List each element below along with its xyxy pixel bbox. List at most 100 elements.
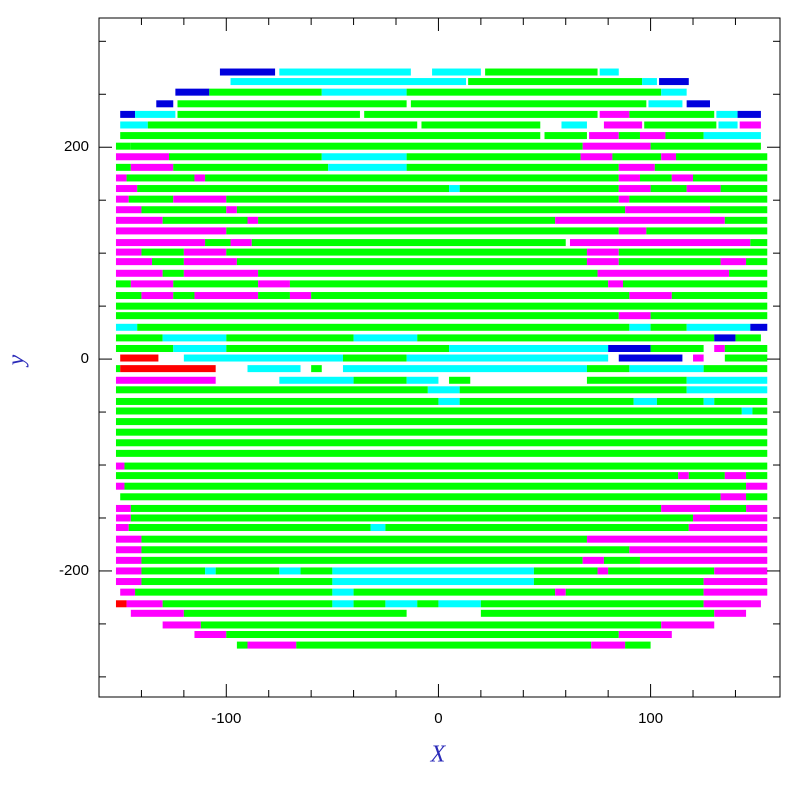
- stripe-segment: [120, 110, 136, 118]
- x-tick-label: -100: [211, 710, 241, 727]
- stripe-segment: [321, 88, 407, 96]
- stripe-segment: [618, 195, 630, 203]
- stripe-segment: [735, 334, 761, 342]
- stripe-segment: [236, 206, 626, 214]
- stripe-segment: [177, 100, 407, 108]
- stripe-segment: [661, 88, 687, 96]
- stripe-segment: [586, 248, 619, 256]
- stripe-segment: [648, 100, 683, 108]
- stripe-segment: [555, 588, 566, 596]
- stripe-segment: [432, 68, 481, 76]
- stripe-segment: [661, 153, 677, 161]
- stripe-segment: [646, 227, 768, 235]
- stripe-segment: [618, 248, 768, 256]
- stripe-segment: [258, 269, 598, 277]
- stripe-segment: [686, 185, 721, 193]
- stripe-segment: [130, 163, 174, 171]
- stripe-segment: [618, 312, 651, 320]
- stripe-segment: [438, 600, 481, 608]
- stripe-segment: [468, 78, 643, 86]
- stripe-segment: [332, 600, 354, 608]
- stripe-segment: [582, 142, 651, 150]
- stripe-segment: [417, 334, 715, 342]
- stripe-segment: [459, 185, 619, 193]
- stripe-segment: [162, 216, 248, 224]
- stripe-segment: [661, 504, 710, 512]
- stripe-segment: [693, 174, 768, 182]
- stripe-segment: [124, 462, 768, 470]
- stripe-segment: [162, 621, 201, 629]
- stripe-segment: [724, 344, 768, 352]
- stripe-segment: [215, 567, 280, 575]
- stripe-segment: [120, 132, 541, 140]
- stripe-segment: [115, 174, 127, 182]
- stripe-segment: [421, 121, 541, 129]
- stripe-segment: [737, 110, 761, 118]
- x-tick-label: 100: [638, 710, 663, 727]
- stripe-segment: [353, 334, 418, 342]
- stripe-segment: [709, 206, 768, 214]
- stripe-segment: [661, 621, 715, 629]
- stripe-segment: [115, 567, 142, 575]
- stripe-segment: [591, 641, 626, 649]
- stripe-segment: [625, 641, 651, 649]
- stripe-segment: [130, 280, 174, 288]
- stripe-segment: [120, 121, 148, 129]
- stripe-segment: [561, 121, 587, 129]
- stripe-segment: [115, 418, 768, 426]
- stripe-segment: [162, 600, 333, 608]
- stripe-segment: [247, 641, 297, 649]
- stripe-segment: [739, 121, 761, 129]
- stripe-segment: [115, 195, 129, 203]
- stripe-segment: [321, 153, 407, 161]
- stripe-segment: [115, 365, 121, 373]
- stripe-segment: [659, 78, 689, 86]
- stripe-segment: [115, 482, 125, 490]
- stripe-segment: [194, 631, 227, 639]
- stripe-segment: [750, 323, 768, 331]
- stripe-segment: [311, 365, 322, 373]
- stripe-segment: [115, 514, 131, 522]
- stripe-segment: [364, 110, 598, 118]
- stripe-segment: [406, 354, 609, 362]
- stripe-segment: [183, 609, 407, 617]
- stripe-segment: [586, 258, 619, 266]
- stripe-segment: [115, 216, 163, 224]
- stripe-segment: [115, 258, 153, 266]
- y-tick-label: 0: [81, 350, 89, 367]
- stripe-segment: [236, 258, 587, 266]
- stripe-segment: [385, 524, 689, 532]
- stripe-segment: [115, 323, 138, 331]
- stripe-segment: [629, 292, 672, 300]
- stripe-segment: [342, 354, 407, 362]
- stripe-segment: [618, 185, 651, 193]
- stripe-segment: [115, 302, 768, 310]
- stripe-segment: [141, 546, 630, 554]
- stripe-segment: [209, 88, 322, 96]
- stripe-segment: [130, 514, 694, 522]
- stripe-segment: [686, 100, 710, 108]
- stripe-segment: [718, 121, 738, 129]
- stripe-segment: [279, 68, 411, 76]
- stripe-segment: [629, 365, 704, 373]
- stripe-segment: [589, 132, 619, 140]
- stripe-segment: [311, 292, 630, 300]
- stripe-segment: [716, 110, 738, 118]
- stripe-segment: [618, 132, 640, 140]
- stripe-segment: [629, 323, 651, 331]
- stripe-segment: [686, 376, 768, 384]
- stripe-segment: [115, 269, 163, 277]
- stripe-segment: [236, 641, 248, 649]
- stripe-segment: [650, 323, 687, 331]
- stripe-segment: [703, 397, 715, 405]
- stripe-segment: [703, 588, 768, 596]
- stripe-segment: [618, 258, 721, 266]
- stripe-segment: [194, 174, 206, 182]
- stripe-segment: [162, 334, 227, 342]
- stripe-segment: [459, 386, 687, 394]
- stripe-segment: [720, 258, 747, 266]
- stripe-segment: [608, 344, 651, 352]
- stripe-segment: [582, 556, 604, 564]
- stripe-segment: [629, 546, 768, 554]
- stripe-segment: [120, 588, 136, 596]
